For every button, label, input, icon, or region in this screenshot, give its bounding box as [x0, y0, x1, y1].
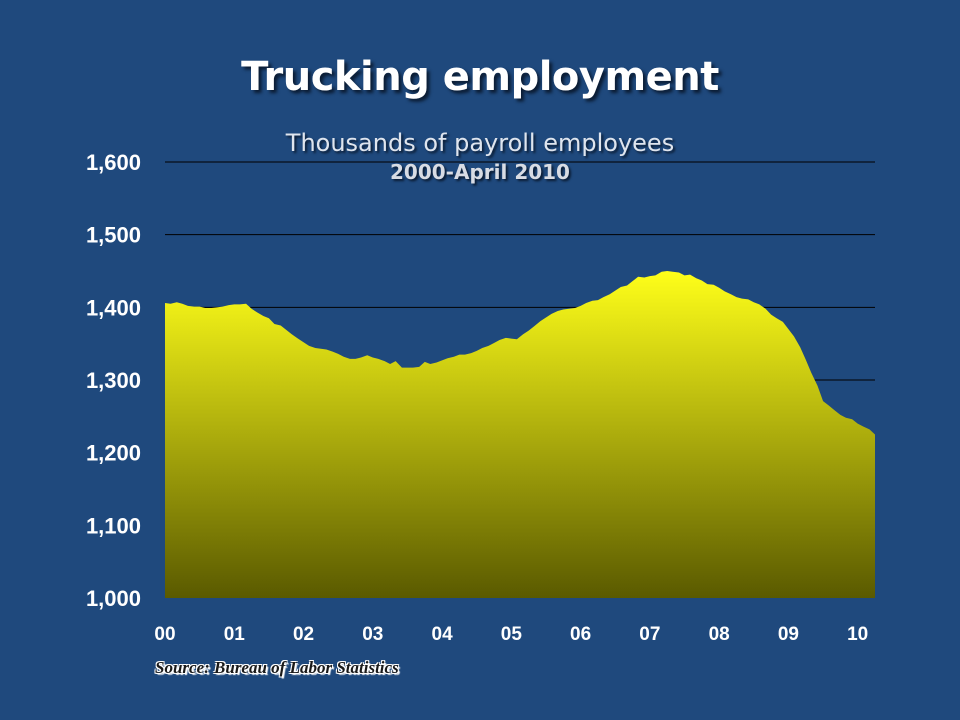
- y-tick-label: 1,400: [86, 295, 141, 320]
- x-tick-label: 01: [224, 624, 246, 645]
- x-tick-label: 06: [570, 624, 591, 645]
- y-tick-label: 1,000: [86, 586, 141, 611]
- x-tick-label: 00: [154, 624, 175, 645]
- source-note: Source: Bureau of Labor Statistics: [155, 658, 399, 677]
- x-tick-label: 05: [501, 624, 523, 645]
- x-tick-label: 08: [709, 624, 730, 645]
- y-tick-label: 1,300: [86, 368, 141, 393]
- x-tick-label: 10: [847, 624, 868, 645]
- chart-subtitle: Thousands of payroll employees: [285, 129, 675, 157]
- chart-title: Trucking employment: [241, 54, 719, 100]
- x-tick-label: 09: [778, 624, 799, 645]
- y-tick-label: 1,200: [86, 441, 141, 466]
- area-series: [165, 271, 875, 598]
- x-tick-label: 03: [362, 624, 383, 645]
- x-tick-label: 04: [432, 624, 454, 645]
- chart-date-range: 2000-April 2010: [390, 160, 570, 184]
- y-tick-label: 1,600: [86, 150, 141, 175]
- y-tick-label: 1,100: [86, 513, 141, 538]
- y-tick-label: 1,500: [86, 223, 141, 248]
- x-tick-label: 02: [293, 624, 314, 645]
- x-tick-label: 07: [639, 624, 660, 645]
